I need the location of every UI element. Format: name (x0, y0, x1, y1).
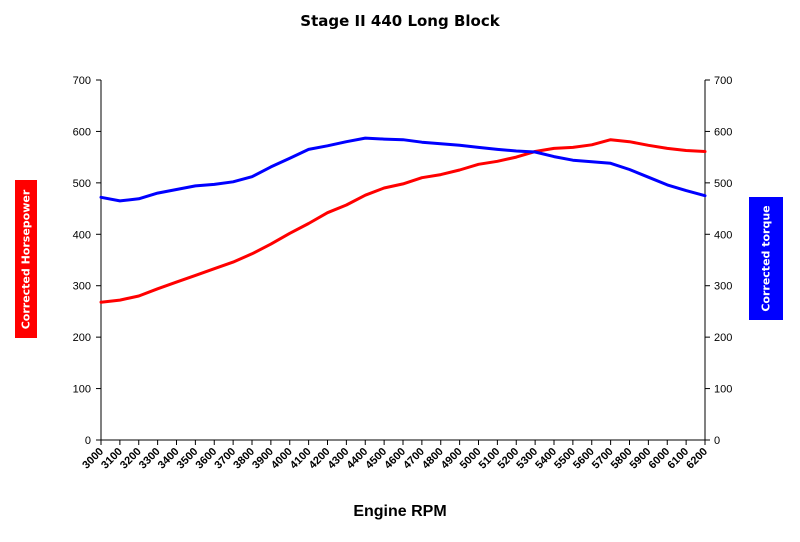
right-y-tick-label: 300 (714, 281, 732, 293)
right-y-axis-label-box: Corrected torque (749, 197, 783, 320)
left-y-tick-label: 400 (73, 229, 91, 241)
x-axis-label: Engine RPM (353, 503, 447, 520)
left-y-tick-label: 300 (73, 281, 91, 293)
left-y-tick-label: 700 (73, 75, 91, 87)
right-y-tick-label: 500 (714, 178, 732, 190)
left-y-tick-label: 200 (73, 332, 91, 344)
right-y-tick-label: 700 (714, 75, 732, 87)
right-y-tick-label: 200 (714, 332, 732, 344)
chart-series (99, 136, 707, 304)
left-y-tick-label: 0 (85, 435, 91, 447)
right-y-tick-label: 100 (714, 384, 732, 396)
right-y-tick-label: 0 (714, 435, 720, 447)
chart-axes (100, 80, 706, 441)
chart-title: Stage II 440 Long Block (300, 12, 500, 30)
left-y-axis-ticks: 0 100 200 300 400 500 600 700 (73, 75, 101, 447)
left-y-tick-label: 500 (73, 178, 91, 190)
right-y-axis-label: Corrected torque (759, 205, 773, 312)
right-y-axis-ticks: 0 100 200 300 400 500 600 700 (705, 75, 732, 447)
torque-series-line (99, 136, 707, 203)
x-tick-label: 6200 (684, 446, 710, 472)
left-y-axis-label: Corrected Horsepower (19, 189, 33, 329)
x-axis-ticks: 3000310032003300340035003600370038003900… (80, 440, 710, 471)
left-y-axis-label-box: Corrected Horsepower (15, 180, 37, 338)
right-y-tick-label: 400 (714, 229, 732, 241)
left-y-tick-label: 100 (73, 384, 91, 396)
horsepower-series-line (99, 138, 707, 304)
left-y-tick-label: 600 (73, 126, 91, 138)
right-y-tick-label: 600 (714, 126, 732, 138)
